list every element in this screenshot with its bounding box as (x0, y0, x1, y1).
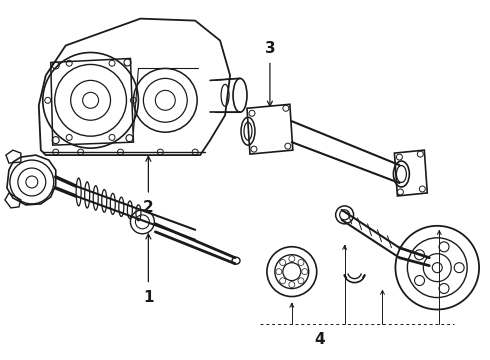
Text: 2: 2 (143, 201, 154, 215)
Text: 3: 3 (265, 41, 275, 56)
Text: 4: 4 (315, 332, 325, 347)
Text: 1: 1 (143, 290, 154, 305)
